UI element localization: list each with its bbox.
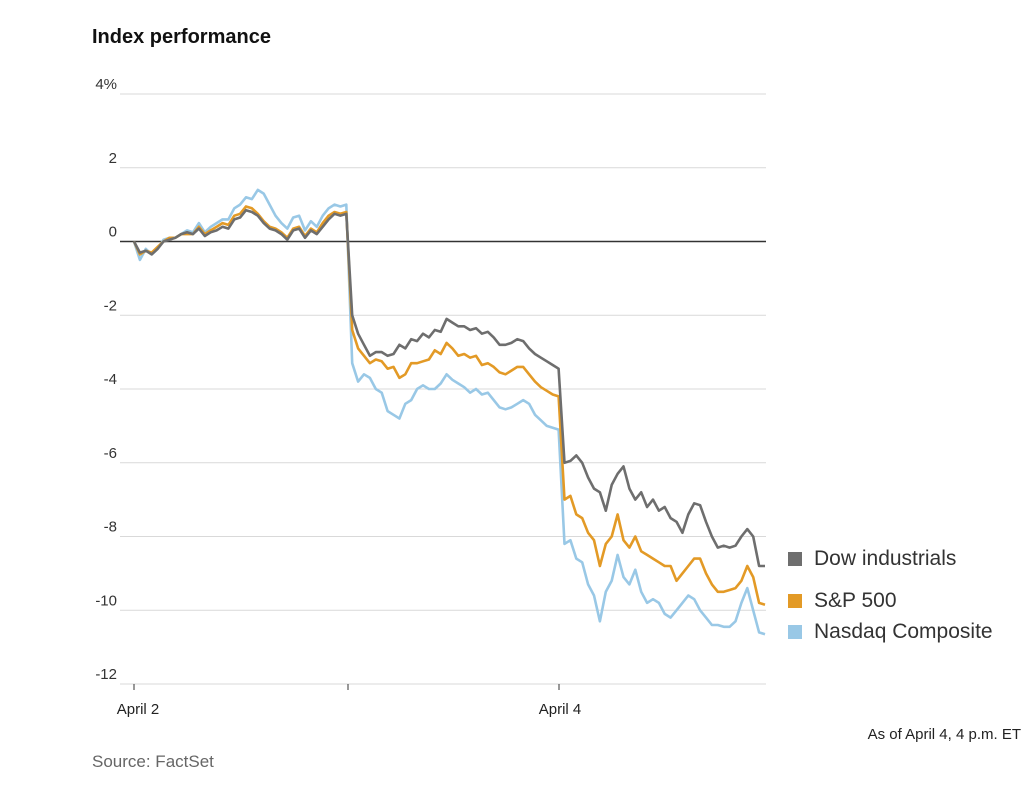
legend-swatch-nasdaq <box>788 625 802 639</box>
y-tick-label: -12 <box>95 666 117 683</box>
y-tick-label: -4 <box>104 371 117 388</box>
legend-label-nasdaq: Nasdaq Composite <box>814 620 993 643</box>
y-tick-label: -2 <box>104 297 117 314</box>
x-axis: April 2 April 4 <box>117 684 582 718</box>
legend-item-nasdaq: Nasdaq Composite <box>788 617 993 647</box>
y-tick-label: -8 <box>104 519 117 536</box>
y-tick-label: -10 <box>95 592 117 609</box>
y-tick-label: 0 <box>109 224 117 241</box>
x-label-april-2: April 2 <box>117 701 160 718</box>
legend-swatch-sp <box>788 594 802 608</box>
legend-item-dow: Dow industrials <box>788 543 993 575</box>
series-lines <box>132 188 766 636</box>
legend-label-dow: Dow industrials <box>814 547 957 570</box>
legend-label-sp: S&P 500 <box>814 589 897 612</box>
nasdaq-line <box>132 188 766 636</box>
y-tick-label: 2 <box>109 150 117 167</box>
y-tick-label: 4% <box>95 76 117 93</box>
y-tick-labels: 4% 2 0 -2 -4 -6 -8 -10 -12 <box>95 76 117 683</box>
x-label-april-4: April 4 <box>539 701 582 718</box>
timestamp-note: As of April 4, 4 p.m. ET <box>867 726 1021 743</box>
legend-swatch-dow <box>788 552 802 566</box>
source-note: Source: FactSet <box>92 752 214 771</box>
sp500-line <box>132 205 766 606</box>
y-tick-label: -6 <box>104 445 117 462</box>
chart-title: Index performance <box>92 26 271 48</box>
legend-item-sp: S&P 500 <box>788 585 993 617</box>
legend: Dow industrials S&P 500 Nasdaq Composite <box>788 543 993 647</box>
grid-lines <box>120 93 766 685</box>
dow-line <box>132 208 765 568</box>
